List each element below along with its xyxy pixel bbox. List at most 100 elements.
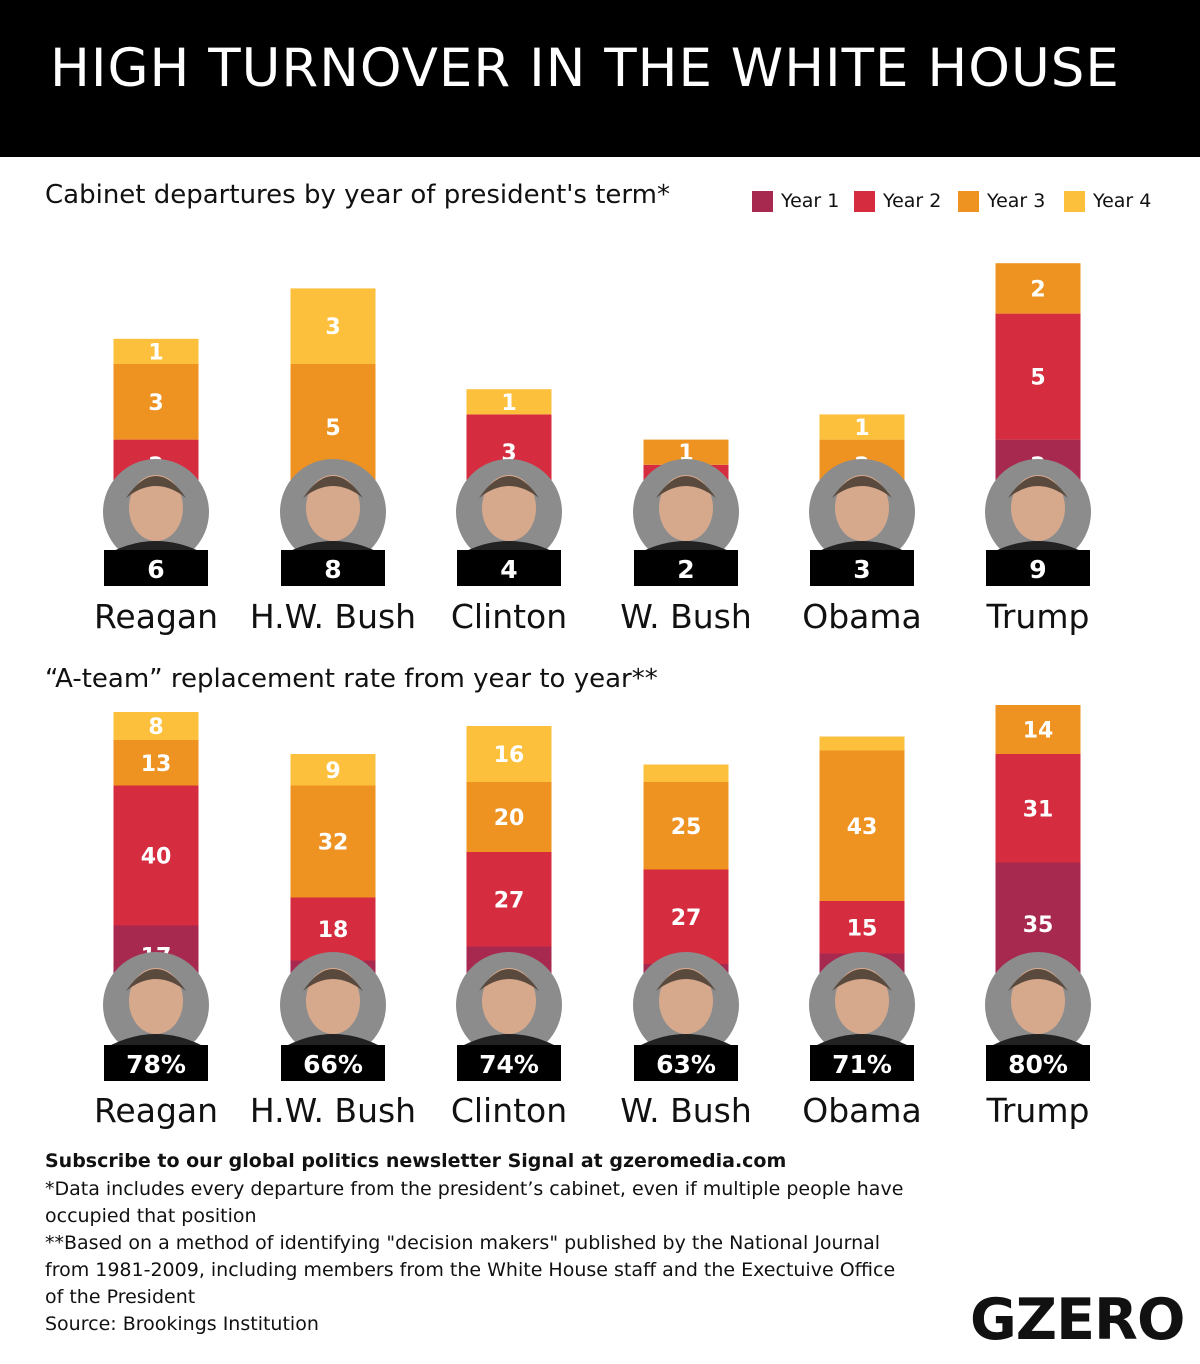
chart1-subtitle: Cabinet departures by year of president'…	[45, 180, 670, 210]
legend-label: Year 1	[781, 190, 840, 212]
data-label-w-bush-year3: 25	[671, 815, 702, 840]
legend-swatch	[854, 191, 875, 212]
total-box-trump	[986, 550, 1090, 586]
total-box-clinton	[457, 550, 561, 586]
bar-segment-obama-year4	[819, 414, 905, 440]
total-box-w-bush	[634, 550, 738, 586]
data-label-obama-year3: 43	[847, 815, 878, 840]
data-label-trump-year2: 31	[1023, 797, 1054, 822]
bar-segment-reagan-year3	[113, 740, 199, 786]
bar-group-hw-bush: 71832966%H.W. Bush	[250, 754, 416, 1130]
bar-segment-trump-year2	[995, 754, 1081, 863]
clinton-portrait-icon	[456, 952, 562, 1058]
data-label-clinton-year4: 1	[501, 391, 516, 416]
bar-segment-w-bush-year2	[643, 869, 729, 964]
legend-label: Year 2	[883, 190, 942, 212]
total-label-trump: 9	[1029, 555, 1046, 584]
bar-segment-hw-bush-year4	[290, 754, 376, 786]
data-label-hw-bush-year4: 3	[325, 315, 340, 340]
bar-segment-hw-bush-year2	[290, 897, 376, 961]
trump-portrait-icon	[985, 459, 1091, 565]
bar-segment-obama-year4	[819, 736, 905, 751]
clinton-portrait-icon	[456, 459, 562, 565]
total-box-w-bush	[634, 1045, 738, 1081]
data-label-obama-year4: 1	[854, 416, 869, 441]
bar-group-w-bush: 112W. Bush	[620, 439, 752, 636]
data-label-reagan-year3: 13	[141, 752, 172, 777]
bar-segment-obama-year2	[819, 901, 905, 954]
data-label-trump-year3: 14	[1023, 719, 1054, 744]
total-label-reagan: 78%	[126, 1050, 186, 1079]
bar-segment-trump-year3	[995, 263, 1081, 314]
bar-group-w-bush: 62725563%W. Bush	[620, 743, 751, 1131]
reagan-portrait-icon	[103, 459, 209, 565]
data-label-reagan-year4: 8	[148, 715, 163, 740]
bar-segment-clinton-year4	[466, 389, 552, 415]
reagan-portrait-icon	[103, 952, 209, 1058]
data-label-hw-bush-year4: 9	[325, 759, 340, 784]
data-label-trump-year3: 2	[1030, 277, 1045, 302]
bar-group-trump: 35 31 14 80% Trump	[985, 705, 1091, 1130]
data-label-reagan-year3: 3	[148, 391, 163, 416]
data-label-reagan-year2: 40	[141, 845, 172, 870]
legend-swatch	[958, 191, 979, 212]
bar-segment-reagan-year4	[113, 712, 199, 740]
president-name-clinton: Clinton	[451, 1091, 567, 1130]
data-label-clinton-year4: 16	[494, 743, 525, 768]
total-box-clinton	[457, 1045, 561, 1081]
obama-portrait-icon	[809, 459, 915, 565]
legend-swatch	[752, 191, 773, 212]
total-label-w-bush: 63%	[656, 1050, 716, 1079]
president-name-clinton: Clinton	[451, 597, 567, 636]
bar-segment-reagan-year4	[113, 338, 199, 364]
bar-group-obama: 91543471%Obama	[802, 715, 922, 1131]
total-label-hw-bush: 8	[324, 555, 341, 584]
bar-segment-reagan-year3	[113, 364, 199, 440]
bar-segment-trump-year2	[995, 313, 1081, 440]
data-label-hw-bush-year3: 32	[318, 831, 349, 856]
president-name-trump: Trump	[986, 1091, 1090, 1130]
total-box-hw-bush	[281, 1045, 385, 1081]
data-label-trump-year1: 35	[1023, 913, 1054, 938]
chart2-subtitle: “A-team” replacement rate from year to y…	[45, 664, 658, 694]
total-box-reagan	[104, 1045, 208, 1081]
w-bush-portrait-icon	[633, 459, 739, 565]
data-label-obama-year2: 15	[847, 916, 878, 941]
bar-segment-clinton-year4	[466, 726, 552, 782]
president-name-obama: Obama	[802, 597, 922, 636]
bar-segment-obama-year3	[819, 750, 905, 901]
total-label-obama: 71%	[832, 1050, 892, 1079]
bar-group-obama: 213Obama	[802, 414, 922, 636]
total-label-clinton: 74%	[479, 1050, 539, 1079]
data-label-obama-year4: 4	[854, 715, 869, 740]
data-label-w-bush-year4: 5	[678, 743, 693, 768]
data-label-clinton-year3: 20	[494, 806, 525, 831]
total-box-obama	[810, 550, 914, 586]
president-name-obama: Obama	[802, 1091, 922, 1130]
legend-swatch	[1064, 191, 1085, 212]
data-label-w-bush-year2: 27	[671, 906, 702, 931]
footer-note-1: *Data includes every departure from the …	[45, 1178, 904, 1227]
legend-label: Year 3	[987, 190, 1046, 212]
footer-subscribe: Subscribe to our global politics newslet…	[45, 1150, 787, 1172]
chart-1: 2316Reagan538H.W. Bush314Clinton112W. Bu…	[94, 263, 1091, 636]
bar-group-reagan: 2316Reagan	[94, 338, 218, 636]
bar-segment-trump-year3	[995, 705, 1081, 754]
data-label-clinton-year2: 27	[494, 888, 525, 913]
gzero-logo: GZERO	[970, 1287, 1185, 1353]
hw-bush-portrait-icon	[280, 952, 386, 1058]
president-name-reagan: Reagan	[94, 1091, 218, 1130]
president-name-w-bush: W. Bush	[620, 597, 751, 636]
total-label-obama: 3	[853, 555, 870, 584]
page-title: HIGH TURNOVER IN THE WHITE HOUSE	[50, 38, 1120, 99]
chart-2: 174013878%Reagan71832966%H.W. Bush112720…	[94, 705, 1091, 1130]
total-label-clinton: 4	[500, 555, 517, 584]
bar-segment-reagan-year2	[113, 785, 199, 926]
bar-segment-hw-bush-year4	[290, 288, 376, 364]
data-label-reagan-year4: 1	[148, 340, 163, 365]
legend-label: Year 4	[1093, 190, 1152, 212]
bar-segment-clinton-year2	[466, 852, 552, 947]
total-label-reagan: 6	[147, 555, 164, 584]
hw-bush-portrait-icon	[280, 459, 386, 565]
